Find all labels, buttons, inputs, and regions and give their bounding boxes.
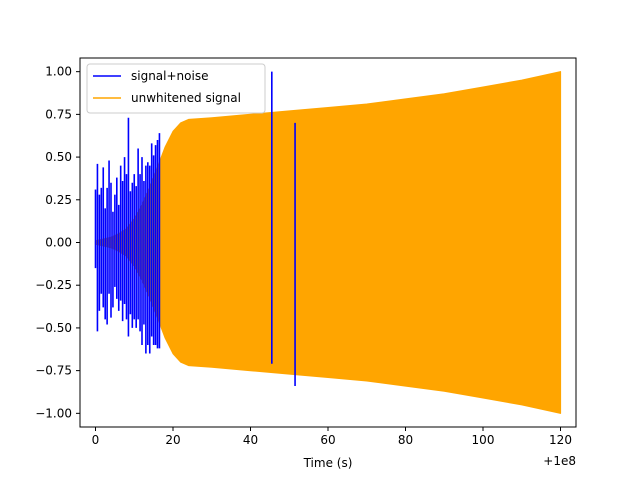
x-tick-label: 80 <box>398 433 413 447</box>
y-tick-label: 0.75 <box>45 107 72 121</box>
y-tick-label: 0.25 <box>45 193 72 207</box>
plot-area <box>94 71 562 414</box>
y-tick-label: −1.00 <box>35 406 72 420</box>
y-tick-label: −0.75 <box>35 364 72 378</box>
x-axis: 0 20 40 60 80 100 120 <box>92 427 572 447</box>
legend: signal+noise unwhitened signal <box>86 63 266 114</box>
x-tick-label: 40 <box>243 433 258 447</box>
x-tick-label: 120 <box>549 433 572 447</box>
y-axis: 1.00 0.75 0.50 0.25 0.00 −0.25 −0.50 −0.75 −1.00 <box>35 65 80 420</box>
legend-box <box>86 63 266 114</box>
x-tick-label: 100 <box>472 433 495 447</box>
y-tick-label: 1.00 <box>45 65 72 79</box>
y-tick-label: 0.50 <box>45 150 72 164</box>
axes: 0 20 40 60 80 100 120 1.00 0.75 0.50 0.25 0.00 −0.2… <box>35 57 577 470</box>
x-tick-label: 0 <box>92 433 100 447</box>
y-tick-label: 0.00 <box>45 236 72 250</box>
y-tick-label: −0.25 <box>35 278 72 292</box>
y-tick-label: −0.50 <box>35 321 72 335</box>
series-layer <box>94 71 562 414</box>
series-signal-noise <box>94 71 296 386</box>
x-tick-label: 60 <box>320 433 335 447</box>
legend-label-unwhitened-signal: unwhitened signal <box>131 91 241 105</box>
x-axis-label: Time (s) <box>303 456 353 470</box>
x-axis-offset-label: +1e8 <box>543 454 576 468</box>
x-tick-label: 20 <box>165 433 180 447</box>
legend-label-signal-noise: signal+noise <box>131 69 208 83</box>
